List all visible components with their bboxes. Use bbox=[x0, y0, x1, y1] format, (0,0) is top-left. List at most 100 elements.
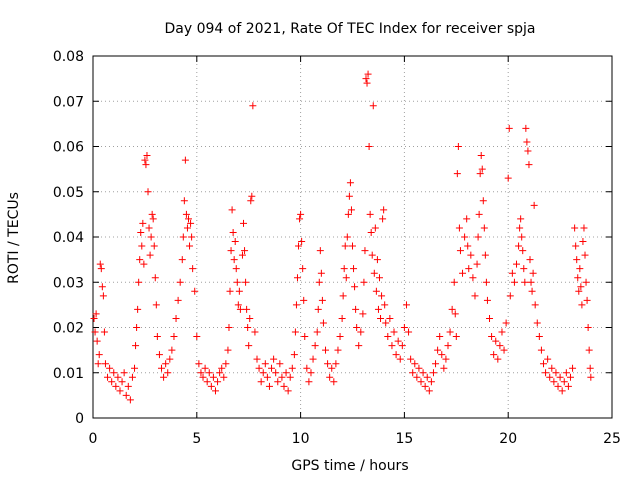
data-point bbox=[521, 278, 529, 286]
data-point bbox=[244, 324, 252, 331]
data-point bbox=[187, 219, 195, 227]
data-point bbox=[340, 265, 348, 273]
data-point bbox=[440, 364, 448, 372]
data-point bbox=[151, 274, 159, 282]
data-point bbox=[145, 224, 153, 232]
data-point bbox=[178, 256, 186, 264]
data-point bbox=[128, 373, 136, 381]
data-point bbox=[263, 373, 271, 381]
data-point bbox=[371, 224, 379, 232]
data-point bbox=[374, 305, 382, 313]
data-point bbox=[116, 387, 124, 395]
data-point bbox=[429, 369, 437, 377]
data-point bbox=[363, 79, 371, 87]
y-axis-label: ROTI / TECUs bbox=[6, 192, 22, 284]
data-point bbox=[152, 301, 160, 309]
data-point bbox=[164, 369, 172, 377]
data-point bbox=[222, 360, 230, 368]
data-point bbox=[552, 369, 560, 377]
data-point bbox=[513, 260, 521, 268]
data-point bbox=[584, 324, 592, 331]
data-point bbox=[488, 333, 496, 341]
data-point bbox=[255, 364, 263, 372]
data-point bbox=[225, 324, 233, 331]
data-point bbox=[360, 278, 368, 286]
data-point bbox=[566, 373, 574, 381]
data-point bbox=[415, 364, 423, 372]
data-point bbox=[122, 391, 130, 399]
data-point bbox=[233, 278, 241, 286]
data-point bbox=[524, 147, 532, 155]
data-point bbox=[305, 378, 313, 386]
y-tick-label: 0.07 bbox=[53, 94, 84, 110]
data-point bbox=[564, 382, 572, 390]
data-point bbox=[316, 247, 324, 255]
data-point bbox=[191, 287, 199, 295]
data-point bbox=[573, 256, 581, 264]
data-point bbox=[580, 224, 588, 232]
data-point bbox=[134, 305, 142, 313]
data-point bbox=[456, 247, 464, 255]
y-tick-label: 0.04 bbox=[53, 230, 84, 246]
x-tick-label: 25 bbox=[603, 431, 621, 447]
data-point bbox=[482, 278, 490, 286]
data-point bbox=[142, 161, 150, 169]
data-point bbox=[477, 152, 485, 160]
grid-lines bbox=[93, 56, 612, 418]
data-point bbox=[231, 238, 239, 246]
axis-ticks: 0 5 10 15 20 25 0 0.01 0.02 0.03 0.04 0.05 0.06 0.07 0… bbox=[53, 49, 621, 447]
data-point bbox=[533, 319, 541, 327]
data-point bbox=[97, 265, 105, 273]
data-point bbox=[372, 287, 380, 295]
data-point bbox=[525, 161, 533, 169]
data-point bbox=[345, 192, 353, 200]
data-point bbox=[148, 210, 156, 218]
data-point bbox=[288, 364, 296, 372]
data-point bbox=[278, 373, 286, 381]
data-point bbox=[247, 197, 255, 205]
data-point bbox=[253, 355, 261, 363]
data-point bbox=[251, 328, 259, 336]
data-point bbox=[405, 328, 413, 336]
data-point bbox=[120, 369, 128, 377]
data-point bbox=[478, 165, 486, 173]
data-point bbox=[454, 143, 462, 150]
data-point bbox=[272, 369, 280, 377]
data-point bbox=[474, 233, 482, 241]
data-point bbox=[529, 269, 537, 277]
data-point bbox=[473, 260, 481, 268]
data-point bbox=[357, 328, 365, 336]
data-point bbox=[114, 373, 122, 381]
data-point bbox=[548, 364, 556, 372]
data-point bbox=[259, 369, 267, 377]
data-point bbox=[170, 333, 178, 341]
data-point bbox=[166, 355, 174, 363]
data-point bbox=[307, 369, 315, 377]
data-point bbox=[236, 305, 244, 313]
data-point bbox=[450, 278, 458, 286]
x-tick-label: 10 bbox=[292, 431, 310, 447]
data-point bbox=[131, 364, 139, 372]
data-point bbox=[126, 396, 134, 404]
data-point bbox=[332, 360, 340, 368]
chart-title: Day 094 of 2021, Rate Of TEC Index for r… bbox=[164, 21, 535, 37]
data-point bbox=[106, 364, 114, 372]
data-point bbox=[286, 373, 294, 381]
data-point bbox=[492, 337, 500, 345]
data-point bbox=[158, 364, 166, 372]
data-point bbox=[207, 382, 215, 390]
data-point bbox=[490, 351, 498, 359]
data-point bbox=[556, 373, 564, 381]
data-point bbox=[366, 210, 374, 218]
data-point bbox=[183, 224, 191, 232]
data-point bbox=[245, 342, 253, 350]
data-point bbox=[390, 328, 398, 336]
data-point bbox=[459, 269, 467, 277]
data-point bbox=[248, 192, 256, 200]
data-point bbox=[370, 269, 378, 277]
data-point bbox=[419, 369, 427, 377]
data-point bbox=[94, 360, 102, 368]
data-point bbox=[480, 224, 488, 232]
data-point bbox=[535, 333, 543, 341]
data-point bbox=[257, 378, 265, 386]
